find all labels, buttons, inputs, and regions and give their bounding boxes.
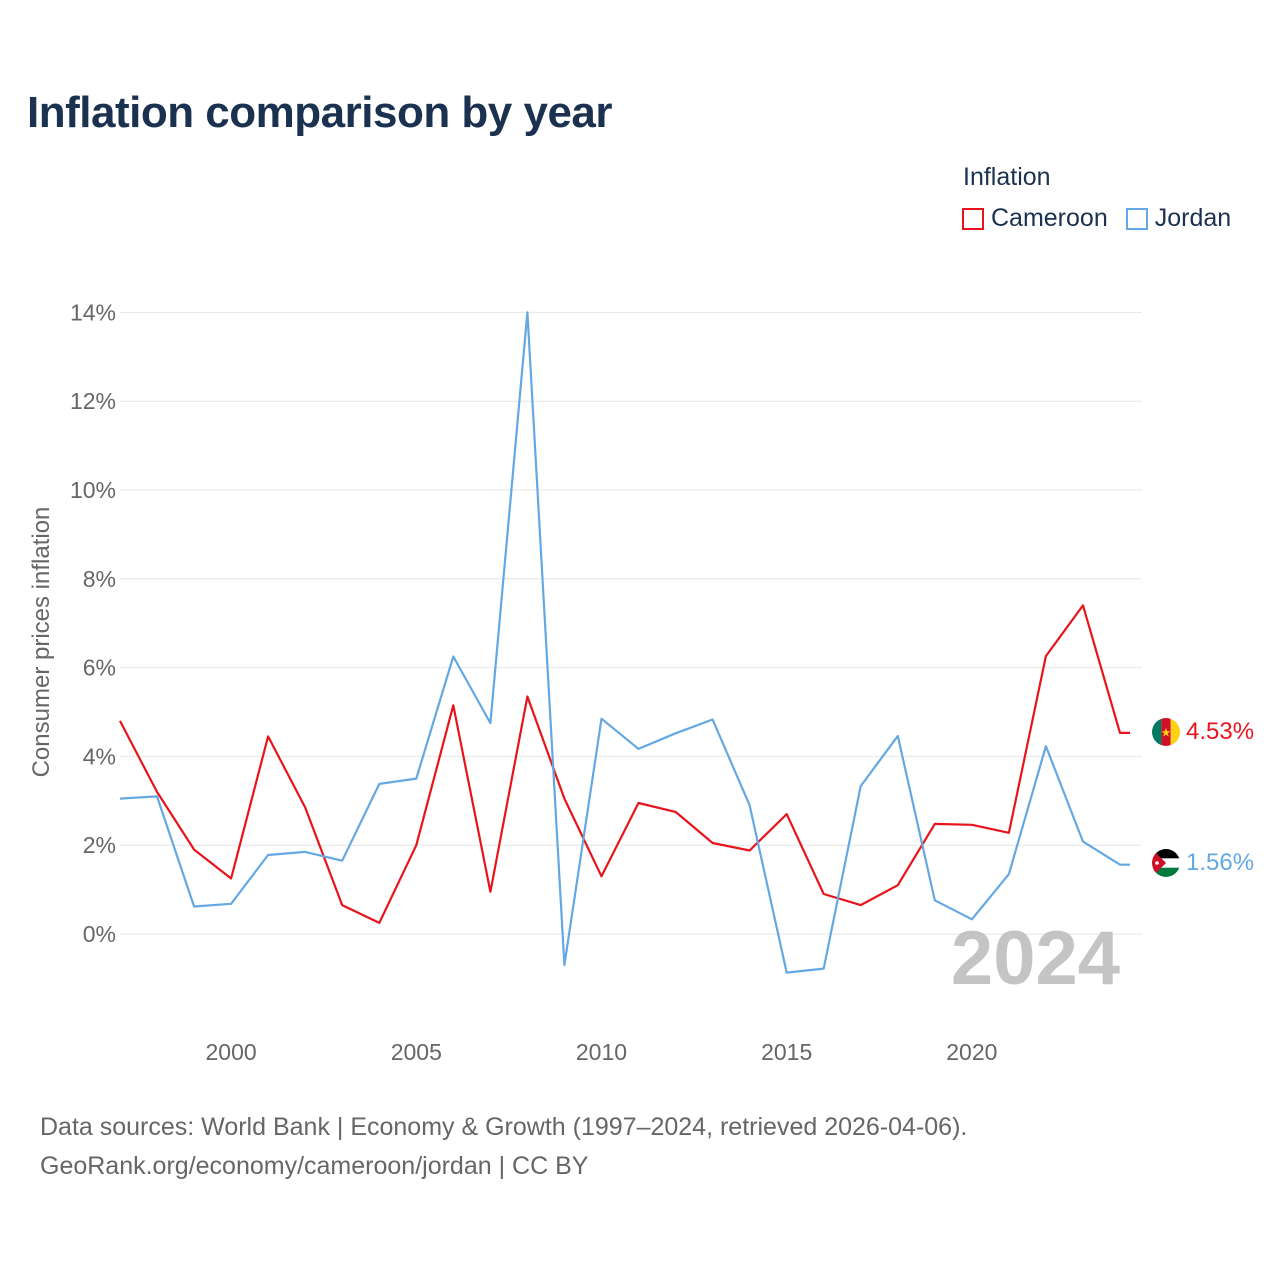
y-tick-label: 0% [83,921,116,947]
jordan-end-label: 1.56% [1186,849,1254,876]
legend-label-cameroon: Cameroon [991,204,1108,232]
legend-title: Inflation [963,163,1051,191]
x-tick-label: 2020 [946,1039,997,1065]
cameroon-flag-icon [1152,718,1180,746]
y-tick-label: 8% [83,566,116,592]
y-tick-label: 12% [70,388,116,414]
legend-swatch-cameroon [962,207,984,230]
y-tick-label: 14% [70,299,116,325]
legend: Cameroon Jordan [962,204,1249,233]
y-tick-label: 6% [83,655,116,681]
x-axis-ticks: 2000 2005 2010 2015 2020 [206,1039,998,1065]
footer: Data sources: World Bank | Economy & Gro… [40,1108,967,1186]
jordan-flag-icon [1152,849,1180,877]
y-tick-label: 2% [83,832,116,858]
grid-lines [120,311,1142,935]
footer-attribution[interactable]: GeoRank.org/economy/cameroon/jordan | CC… [40,1152,589,1180]
x-tick-label: 2005 [391,1039,442,1065]
series-line-jordan[interactable] [119,311,1130,974]
series-line-cameroon[interactable] [119,604,1130,925]
legend-item-cameroon[interactable]: Cameroon [962,204,1108,233]
chart-title: Inflation comparison by year [27,88,613,137]
series-lines [119,311,1130,974]
x-tick-label: 2000 [206,1039,257,1065]
legend-label-jordan: Jordan [1154,204,1232,232]
legend-item-jordan[interactable]: Jordan [1125,204,1232,233]
x-tick-label: 2015 [761,1039,812,1065]
legend-swatch-jordan [1125,207,1148,230]
y-tick-label: 10% [70,477,116,503]
y-tick-label: 4% [83,743,116,769]
footer-sources: Data sources: World Bank | Economy & Gro… [40,1113,968,1141]
year-watermark: 2024 [951,916,1120,1001]
y-axis-ticks: 0% 2% 4% 6% 8% 10% 12% 14% [70,299,116,947]
x-tick-label: 2010 [576,1039,627,1065]
cameroon-end-label: 4.53% [1186,718,1254,745]
